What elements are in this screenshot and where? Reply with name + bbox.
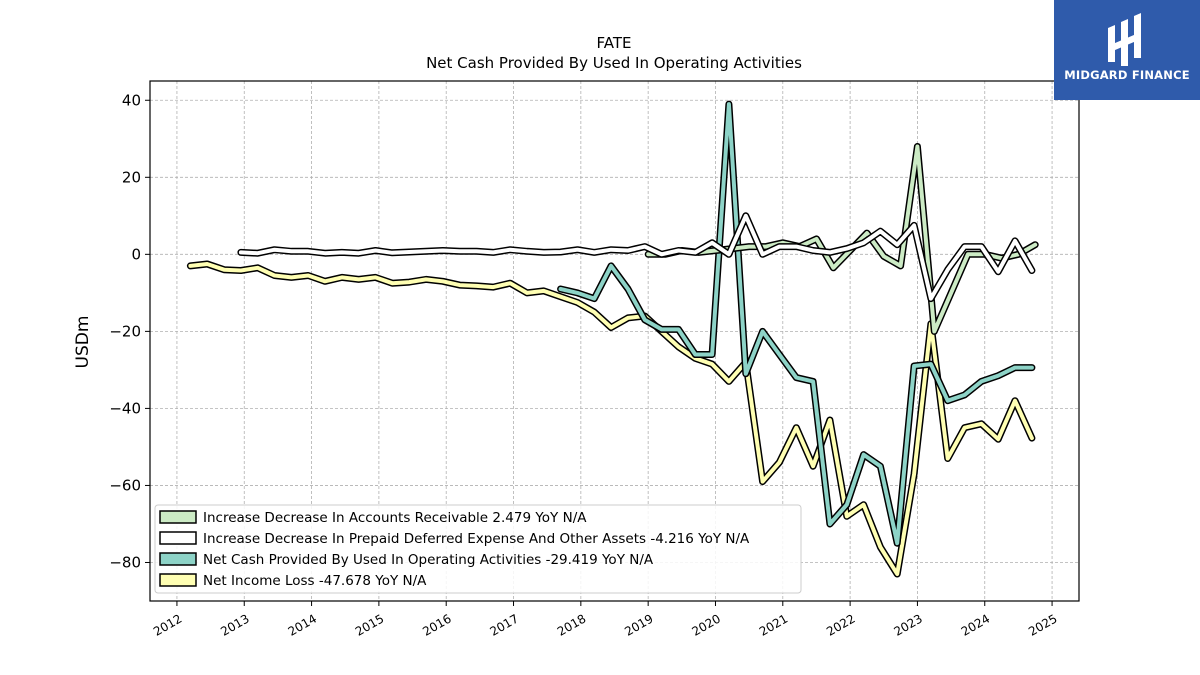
x-tick-label: 2022 bbox=[824, 611, 857, 638]
y-axis-ticks: 40 20 0 −20 −40 −60 −80 bbox=[109, 91, 150, 571]
x-tick-label: 2021 bbox=[757, 611, 790, 638]
x-tick-label: 2014 bbox=[286, 611, 319, 638]
legend-box bbox=[154, 504, 802, 594]
chart-title: FATE bbox=[597, 34, 632, 52]
series-line bbox=[188, 262, 1034, 576]
legend-entry-label: Net Income Loss -47.678 YoY N/A bbox=[203, 573, 427, 589]
series-line bbox=[646, 144, 1038, 334]
x-tick-label: 2013 bbox=[218, 611, 251, 638]
legend-entry-label: Net Cash Provided By Used In Operating A… bbox=[203, 552, 654, 568]
x-tick-label: 2023 bbox=[891, 611, 924, 638]
x-axis-ticks: 2012 2013 2014 2015 2016 2017 2018 2019 2020 2021… bbox=[151, 601, 1060, 639]
series-line-outline bbox=[557, 100, 1036, 547]
legend-entry-label: Increase Decrease In Accounts Receivable… bbox=[203, 510, 587, 526]
x-tick-label: 2016 bbox=[420, 611, 453, 638]
y-tick-label: 0 bbox=[131, 245, 141, 263]
series-lines bbox=[186, 100, 1039, 578]
y-tick-label: 20 bbox=[122, 168, 141, 186]
y-tick-label: −80 bbox=[109, 553, 141, 571]
y-tick-label: −20 bbox=[109, 322, 141, 340]
legend-entry-label: Increase Decrease In Prepaid Deferred Ex… bbox=[203, 531, 750, 547]
x-tick-label: 2025 bbox=[1026, 611, 1059, 638]
y-tick-label: −60 bbox=[109, 476, 141, 494]
logo-text: MIDGARD FINANCE bbox=[1064, 68, 1190, 82]
grid bbox=[150, 81, 1079, 601]
x-tick-label: 2017 bbox=[488, 611, 521, 638]
x-tick-label: 2024 bbox=[959, 611, 992, 638]
legend: Increase Decrease In Accounts Receivable… bbox=[154, 504, 802, 594]
x-tick-label: 2015 bbox=[353, 611, 386, 638]
series-line bbox=[238, 213, 1034, 301]
brand-logo: MIDGARD FINANCE bbox=[1054, 0, 1200, 100]
y-axis-label: USDm bbox=[73, 316, 93, 369]
logo-mark-icon bbox=[1108, 13, 1141, 66]
series-line bbox=[558, 102, 1034, 546]
x-tick-label: 2012 bbox=[151, 611, 184, 638]
legend-swatch bbox=[159, 510, 197, 524]
legend-swatch bbox=[159, 573, 197, 587]
y-tick-label: −40 bbox=[109, 399, 141, 417]
legend-swatch bbox=[159, 552, 197, 566]
legend-swatch bbox=[159, 531, 197, 545]
x-tick-label: 2019 bbox=[622, 611, 655, 638]
plot-frame bbox=[149, 80, 1080, 602]
x-tick-label: 2020 bbox=[690, 611, 723, 638]
series-line-outline bbox=[644, 143, 1039, 335]
x-tick-label: 2018 bbox=[555, 611, 588, 638]
chart-subtitle: Net Cash Provided By Used In Operating A… bbox=[426, 54, 802, 72]
y-tick-label: 40 bbox=[122, 91, 141, 109]
